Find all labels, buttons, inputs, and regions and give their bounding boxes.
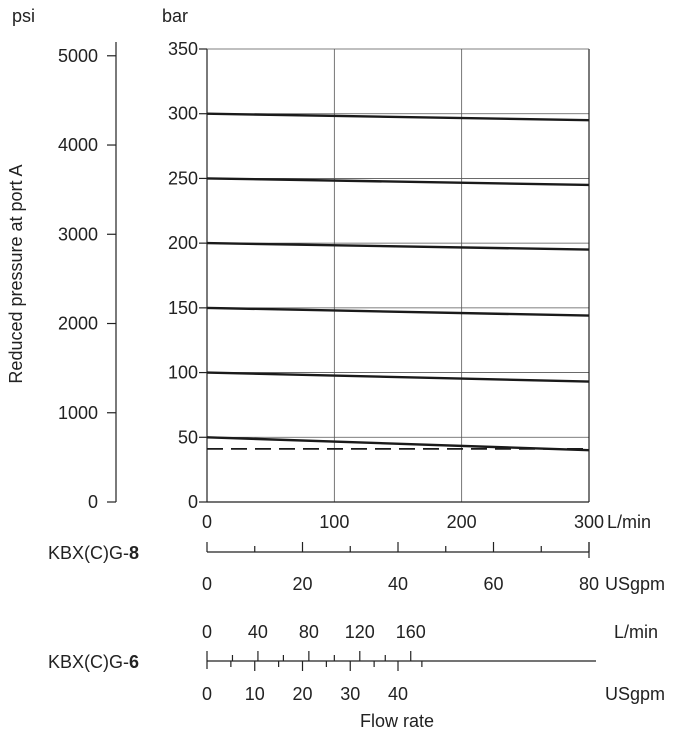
- psi-tick-label: 3000: [58, 224, 98, 244]
- kbx6-label: KBX(C)G-6: [48, 652, 139, 672]
- kbx8-label-size: 8: [129, 543, 139, 563]
- kbx8-usgpm-tick-label: 80: [579, 574, 599, 594]
- bar-tick-label: 350: [168, 39, 198, 59]
- kbx6-lmin-tick-label: 80: [299, 622, 319, 642]
- kbx8-label: KBX(C)G-8: [48, 543, 139, 563]
- psi-tick-label: 1000: [58, 403, 98, 423]
- bar-ticks: 0 50 100 150 200 250 300 350: [168, 39, 207, 512]
- x-tick-label: 300: [574, 512, 604, 532]
- series-line: [206, 112, 590, 122]
- y-axis-title: Reduced pressure at port A: [6, 164, 26, 383]
- kbx6-usgpm-unit: USgpm: [605, 684, 665, 704]
- series-line: [206, 177, 590, 187]
- kbx6-usgpm-tick-label: 40: [388, 684, 408, 704]
- psi-unit-label: psi: [12, 6, 35, 26]
- kbx6-lmin-tick-label: 40: [248, 622, 268, 642]
- kbx6-lmin-tick-label: 160: [396, 622, 426, 642]
- psi-ticks: 0 1000 2000 3000 4000 5000: [58, 46, 116, 512]
- series-line: [206, 306, 590, 317]
- kbx6-label-size: 6: [129, 652, 139, 672]
- kbx6-lmin-tick-label: 120: [345, 622, 375, 642]
- kbx6-usgpm-tick-label: 30: [340, 684, 360, 704]
- kbx6-label-prefix: KBX(C)G-: [48, 652, 129, 672]
- psi-tick-label: 0: [88, 492, 98, 512]
- kbx6-usgpm-tick-label: 10: [245, 684, 265, 704]
- bar-tick-label: 50: [178, 427, 198, 447]
- kbx6-usgpm-tick-label: 20: [292, 684, 312, 704]
- bar-tick-label: 250: [168, 168, 198, 188]
- bar-tick-label: 100: [168, 363, 198, 383]
- series-line: [206, 241, 590, 251]
- kbx6-axes: 0 40 80 120 160 L/min 0 10 20 30 40 USgpm: [202, 622, 665, 704]
- kbx8-usgpm-tick-label: 40: [388, 574, 408, 594]
- kbx8-usgpm-tick-label: 20: [292, 574, 312, 594]
- bar-tick-label: 200: [168, 233, 198, 253]
- x-axis-title: Flow rate: [360, 711, 434, 731]
- plot-frame: [206, 48, 590, 503]
- x-tick-label: 0: [202, 512, 212, 532]
- kbx8-usgpm-tick-label: 0: [202, 574, 212, 594]
- kbx8-usgpm-unit: USgpm: [605, 574, 665, 594]
- kbx8-usgpm-axis: 0 20 40 60 80 USgpm: [202, 542, 665, 594]
- x-tick-label: 200: [447, 512, 477, 532]
- bar-tick-label: 300: [168, 104, 198, 124]
- x-ticks-lmin: 0 100 200 300 L/min: [202, 512, 651, 532]
- psi-tick-label: 5000: [58, 46, 98, 66]
- series-lines: [206, 112, 590, 452]
- bar-unit-label: bar: [162, 6, 188, 26]
- bar-tick-label: 0: [188, 492, 198, 512]
- kbx6-lmin-tick-label: 0: [202, 622, 212, 642]
- bar-tick-label: 150: [168, 298, 198, 318]
- kbx8-label-prefix: KBX(C)G-: [48, 543, 129, 563]
- kbx6-lmin-unit: L/min: [614, 622, 658, 642]
- x-unit-label: L/min: [607, 512, 651, 532]
- series-line: [206, 371, 590, 383]
- x-tick-label: 100: [319, 512, 349, 532]
- psi-tick-label: 2000: [58, 314, 98, 334]
- kbx6-usgpm-tick-label: 0: [202, 684, 212, 704]
- psi-tick-label: 4000: [58, 135, 98, 155]
- kbx8-usgpm-tick-label: 60: [483, 574, 503, 594]
